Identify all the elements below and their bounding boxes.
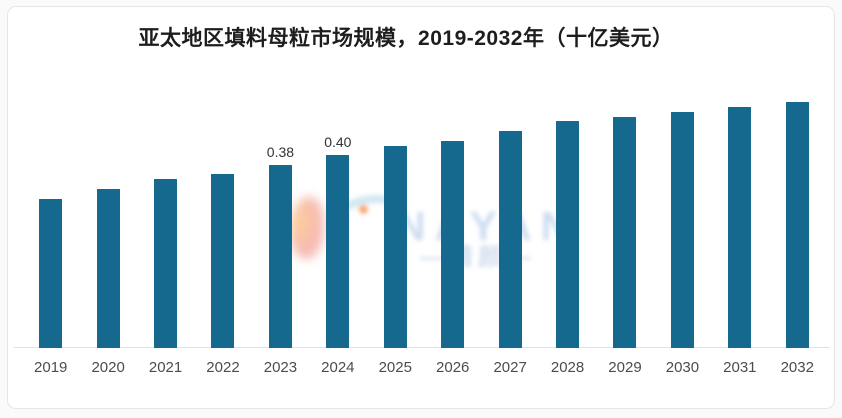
x-axis-label-2030: 2030 (665, 358, 700, 376)
bar-2024 (326, 155, 350, 348)
bar-column (96, 63, 120, 348)
bar-column (154, 63, 178, 348)
bar-2021 (154, 179, 178, 348)
bar-2025 (383, 146, 407, 348)
bar-2030 (670, 112, 694, 348)
bar-column (39, 63, 63, 348)
chart-card: NAYAN —精颜— 亚太地区填料母粒市场规模，2019-2032年（十亿美元）… (7, 6, 835, 409)
bar-column (383, 63, 407, 348)
x-axis-label-2022: 2022 (206, 358, 240, 376)
bar-column (556, 63, 580, 348)
x-axis-label-2032: 2032 (780, 358, 814, 376)
x-axis-label-2029: 2029 (608, 358, 642, 376)
bar-column (613, 63, 637, 348)
bar-2020 (96, 189, 120, 348)
bar-column (498, 63, 522, 348)
bars-row: 0.38 0.40 (22, 63, 826, 348)
x-axis-label-2020: 2020 (91, 358, 125, 376)
bar-column (211, 63, 235, 348)
x-axis-labels: 2019 2020 2021 2022 2023 2024 2025 2026 2027 2028… (22, 357, 826, 377)
bar-2022 (211, 174, 235, 348)
bar-value-label: 0.38 (266, 144, 295, 160)
x-axis-label-2023: 2023 (263, 358, 298, 376)
bar-2032 (785, 102, 809, 348)
bar-column (441, 63, 465, 348)
bar-2026 (441, 141, 465, 348)
bar-2031 (728, 107, 752, 348)
bar-2029 (613, 117, 637, 348)
bar-2019 (39, 199, 63, 348)
x-axis-label-2021: 2021 (148, 358, 183, 376)
bar-column (785, 63, 809, 348)
x-axis-label-2027: 2027 (493, 358, 527, 376)
plot-area: 0.38 0.40 2019 2020 2021 2022 2023 2024 2025 202… (14, 7, 830, 408)
bar-2023 (268, 165, 292, 348)
bar-2027 (498, 131, 522, 348)
x-axis-line (14, 347, 830, 348)
x-axis-label-2031: 2031 (723, 358, 757, 376)
bar-2028 (556, 121, 580, 348)
bar-column (728, 63, 752, 348)
x-axis-label-2025: 2025 (378, 358, 412, 376)
x-axis-label-2024: 2024 (321, 358, 355, 376)
x-axis-label-2028: 2028 (550, 358, 585, 376)
bar-column: 0.38 (267, 63, 294, 348)
chart-title: 亚太地区填料母粒市场规模，2019-2032年（十亿美元） (138, 27, 674, 50)
bar-column: 0.40 (324, 63, 351, 348)
bar-value-label: 0.40 (324, 134, 352, 150)
bar-column (670, 63, 694, 348)
x-axis-label-2026: 2026 (436, 358, 470, 376)
x-axis-label-2019: 2019 (34, 358, 68, 376)
